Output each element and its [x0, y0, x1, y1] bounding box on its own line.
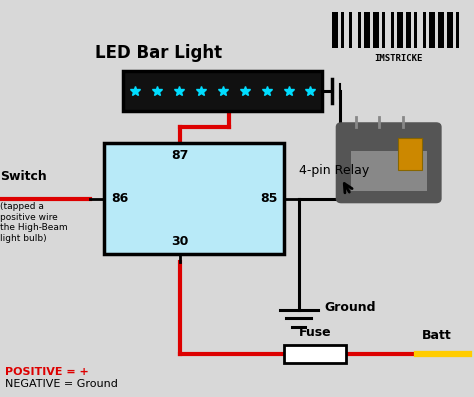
Bar: [423, 12, 426, 48]
Bar: [382, 12, 385, 48]
Bar: [456, 12, 459, 48]
Bar: [373, 12, 379, 48]
Bar: [358, 12, 361, 48]
Text: 86: 86: [111, 192, 128, 205]
Bar: [351, 151, 427, 191]
Bar: [414, 12, 417, 48]
Bar: [104, 143, 284, 254]
Bar: [429, 12, 435, 48]
Bar: [349, 12, 353, 48]
Text: IMSTRICKE: IMSTRICKE: [374, 54, 422, 63]
Bar: [406, 12, 411, 48]
Text: 30: 30: [171, 235, 189, 248]
Bar: [332, 12, 337, 48]
Bar: [398, 138, 422, 170]
Text: 87: 87: [171, 149, 189, 162]
FancyBboxPatch shape: [337, 123, 441, 202]
Text: Batt: Batt: [422, 330, 452, 342]
Bar: [391, 12, 394, 48]
Text: 4-pin Relay: 4-pin Relay: [299, 164, 369, 177]
Text: LED Bar Light: LED Bar Light: [95, 44, 222, 62]
Text: 85: 85: [260, 192, 277, 205]
Bar: [341, 12, 344, 48]
Bar: [397, 12, 402, 48]
Text: NEGATIVE = Ground: NEGATIVE = Ground: [5, 379, 118, 389]
Text: POSITIVE = +: POSITIVE = +: [5, 367, 89, 377]
Text: Ground: Ground: [325, 301, 376, 314]
Text: (tapped a
positive wire
the High-Beam
light bulb): (tapped a positive wire the High-Beam li…: [0, 202, 68, 243]
Bar: [438, 12, 444, 48]
Bar: [364, 12, 370, 48]
Text: Switch: Switch: [0, 170, 47, 183]
Bar: [284, 345, 346, 363]
Bar: [123, 71, 322, 111]
Bar: [447, 12, 453, 48]
Text: Fuse: Fuse: [299, 326, 331, 339]
